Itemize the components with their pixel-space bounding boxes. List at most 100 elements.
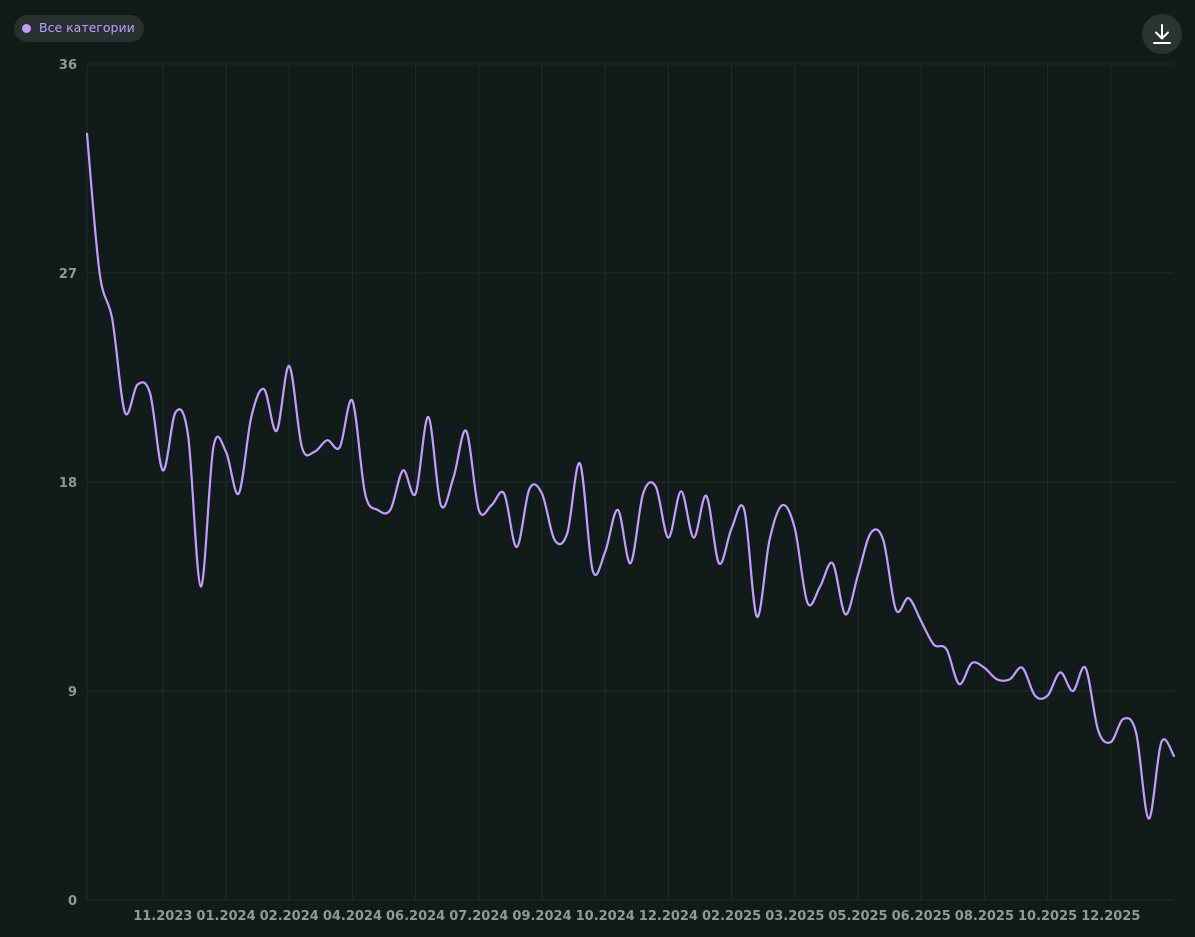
data-point[interactable] (589, 566, 597, 574)
data-point[interactable] (993, 675, 1001, 683)
data-point[interactable] (311, 448, 319, 456)
data-point[interactable] (323, 436, 331, 444)
data-point[interactable] (854, 571, 862, 579)
data-point[interactable] (386, 506, 394, 514)
data-point[interactable] (412, 490, 420, 498)
data-point[interactable] (525, 485, 533, 493)
data-point[interactable] (513, 543, 521, 551)
data-point[interactable] (664, 534, 672, 542)
data-point[interactable] (500, 490, 508, 498)
data-point[interactable] (980, 664, 988, 672)
data-point[interactable] (740, 506, 748, 514)
data-point[interactable] (222, 448, 230, 456)
data-point[interactable] (475, 506, 483, 514)
x-tick-label: 11.2023 (133, 909, 192, 924)
data-point[interactable] (285, 362, 293, 370)
data-point[interactable] (1132, 729, 1140, 737)
data-point[interactable] (1056, 668, 1064, 676)
data-point[interactable] (399, 466, 407, 474)
data-point[interactable] (1031, 692, 1039, 700)
data-point[interactable] (235, 490, 243, 498)
data-point[interactable] (576, 459, 584, 467)
data-point[interactable] (1018, 664, 1026, 672)
x-tick-label: 06.2024 (386, 909, 445, 924)
data-point[interactable] (1044, 692, 1052, 700)
data-point[interactable] (108, 315, 116, 323)
data-point[interactable] (336, 443, 344, 451)
data-point[interactable] (171, 408, 179, 416)
series-layer (83, 130, 1178, 823)
data-point[interactable] (209, 443, 217, 451)
x-tick-label: 01.2024 (196, 909, 255, 924)
data-point[interactable] (892, 606, 900, 614)
data-point[interactable] (551, 536, 559, 544)
download-button[interactable] (1142, 14, 1182, 54)
data-point[interactable] (955, 680, 963, 688)
data-point[interactable] (905, 594, 913, 602)
data-point[interactable] (728, 524, 736, 532)
data-point[interactable] (1094, 726, 1102, 734)
data-point[interactable] (917, 617, 925, 625)
data-point[interactable] (1119, 715, 1127, 723)
data-point[interactable] (197, 583, 205, 591)
data-point[interactable] (1006, 675, 1014, 683)
data-point[interactable] (247, 413, 255, 421)
data-point[interactable] (1157, 738, 1165, 746)
data-point[interactable] (652, 483, 660, 491)
data-point[interactable] (159, 466, 167, 474)
data-point[interactable] (184, 432, 192, 440)
data-point[interactable] (96, 269, 104, 277)
data-point[interactable] (1082, 664, 1090, 672)
grid-layer (86, 63, 1174, 901)
data-point[interactable] (450, 473, 458, 481)
data-point[interactable] (715, 559, 723, 567)
data-point[interactable] (829, 559, 837, 567)
data-point[interactable] (816, 583, 824, 591)
data-point[interactable] (260, 385, 268, 393)
data-point[interactable] (374, 506, 382, 514)
y-tick-label: 9 (68, 685, 77, 700)
data-point[interactable] (298, 443, 306, 451)
data-point[interactable] (778, 501, 786, 509)
legend-item-all-categories[interactable]: Все категории (14, 15, 144, 42)
data-point[interactable] (462, 427, 470, 435)
data-point[interactable] (134, 380, 142, 388)
data-point[interactable] (803, 599, 811, 607)
x-tick-label: 10.2025 (1018, 909, 1077, 924)
data-point[interactable] (677, 487, 685, 495)
data-point[interactable] (538, 490, 546, 498)
data-point[interactable] (273, 427, 281, 435)
data-point[interactable] (361, 490, 369, 498)
data-point[interactable] (690, 534, 698, 542)
data-point[interactable] (487, 501, 495, 509)
x-tick-label: 02.2024 (260, 909, 319, 924)
data-point[interactable] (930, 641, 938, 649)
data-point[interactable] (879, 536, 887, 544)
data-point[interactable] (1107, 738, 1115, 746)
data-point[interactable] (614, 506, 622, 514)
data-point[interactable] (563, 529, 571, 537)
data-point[interactable] (437, 501, 445, 509)
y-axis: 36 27 18 9 0 (59, 58, 77, 909)
data-point[interactable] (702, 492, 710, 500)
data-point[interactable] (766, 536, 774, 544)
data-point[interactable] (424, 413, 432, 421)
data-point[interactable] (146, 390, 154, 398)
data-point[interactable] (942, 645, 950, 653)
data-point[interactable] (1069, 687, 1077, 695)
data-point[interactable] (867, 529, 875, 537)
data-point[interactable] (627, 559, 635, 567)
data-point[interactable] (968, 659, 976, 667)
data-point[interactable] (791, 524, 799, 532)
data-point[interactable] (841, 610, 849, 618)
data-point[interactable] (601, 548, 609, 556)
data-point[interactable] (1145, 815, 1153, 823)
data-point[interactable] (348, 397, 356, 405)
data-point[interactable] (1170, 752, 1178, 760)
data-point[interactable] (639, 490, 647, 498)
download-icon (1153, 24, 1171, 44)
data-point[interactable] (121, 408, 129, 416)
data-point[interactable] (83, 130, 91, 138)
data-point[interactable] (753, 613, 761, 621)
